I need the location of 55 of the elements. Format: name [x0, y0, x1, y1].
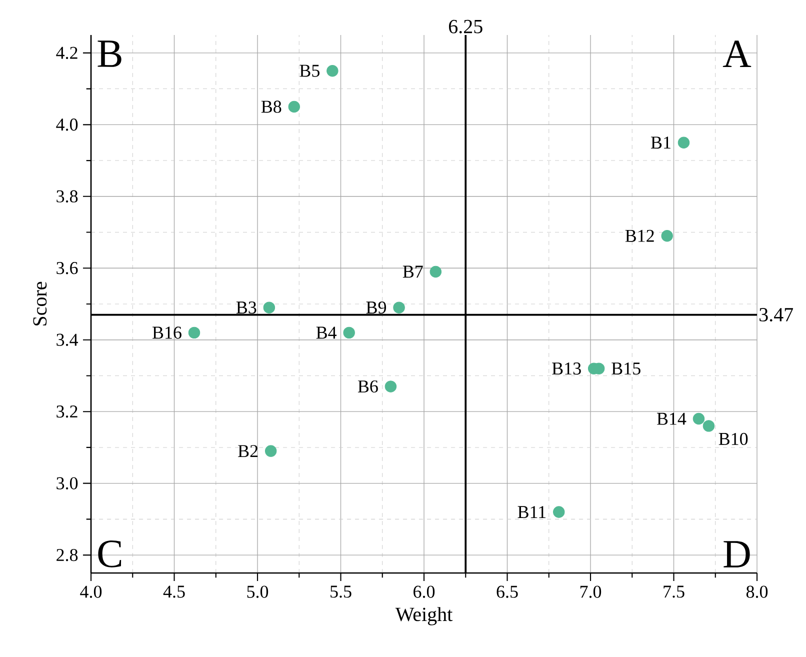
point	[702, 420, 715, 432]
x-axis-title: Weight	[395, 607, 453, 626]
point	[430, 266, 442, 278]
annotation: B5	[300, 64, 320, 77]
x-tick-label: 5.0	[247, 586, 268, 598]
annotation: B13	[552, 362, 581, 375]
point	[343, 326, 355, 339]
point	[264, 445, 277, 457]
annotation: B2	[238, 445, 258, 458]
annotation: A	[722, 40, 752, 68]
x-tick-label: 6.0	[414, 586, 435, 598]
x-tick-label: 6.5	[496, 586, 518, 598]
annotation: B15	[612, 362, 640, 375]
y-tick-label: 4.2	[56, 46, 78, 60]
y-tick-label: 2.8	[56, 548, 78, 562]
x-tick-label: 7.0	[580, 586, 602, 598]
annotation: D	[724, 541, 750, 568]
point	[263, 302, 276, 314]
point	[661, 230, 673, 242]
annotation: B4	[316, 326, 337, 339]
annotation: B16	[152, 326, 182, 339]
point	[393, 302, 405, 314]
annotation: B7	[402, 266, 423, 278]
point	[288, 100, 300, 113]
ref-line-label: 3.47	[760, 308, 794, 322]
annotation: B8	[261, 100, 282, 113]
point	[678, 136, 690, 148]
y-axis-title: Score	[33, 282, 47, 326]
y-tick-label: 3.2	[56, 406, 78, 418]
annotation: B	[98, 40, 122, 67]
annotation: B9	[366, 302, 386, 314]
x-tick-label: 4.5	[163, 586, 185, 598]
x-tick-label: 4.0	[80, 586, 102, 598]
annotation: B14	[656, 412, 686, 425]
point	[188, 326, 200, 339]
point	[326, 64, 338, 77]
x-tick-label: 8.0	[746, 586, 768, 598]
annotation: B6	[358, 380, 378, 393]
ref-line-label: 6.25	[448, 20, 482, 34]
annotation: B10	[718, 432, 748, 446]
y-tick-label: 4.0	[56, 118, 78, 131]
point	[553, 506, 565, 518]
annotation: C	[98, 540, 122, 568]
x-tick-label: 7.5	[664, 586, 684, 598]
point	[384, 380, 397, 392]
y-tick-label: 3.0	[56, 477, 78, 490]
annotation: B12	[625, 230, 654, 242]
y-tick-label: 3.8	[56, 190, 78, 203]
x-tick-label: 5.5	[330, 586, 352, 598]
annotation: B3	[236, 302, 256, 314]
annotation: B11	[518, 506, 546, 518]
annotation: B1	[651, 136, 670, 149]
y-tick-label: 3.6	[56, 262, 78, 274]
y-tick-label: 3.4	[56, 334, 78, 346]
point	[692, 412, 705, 425]
